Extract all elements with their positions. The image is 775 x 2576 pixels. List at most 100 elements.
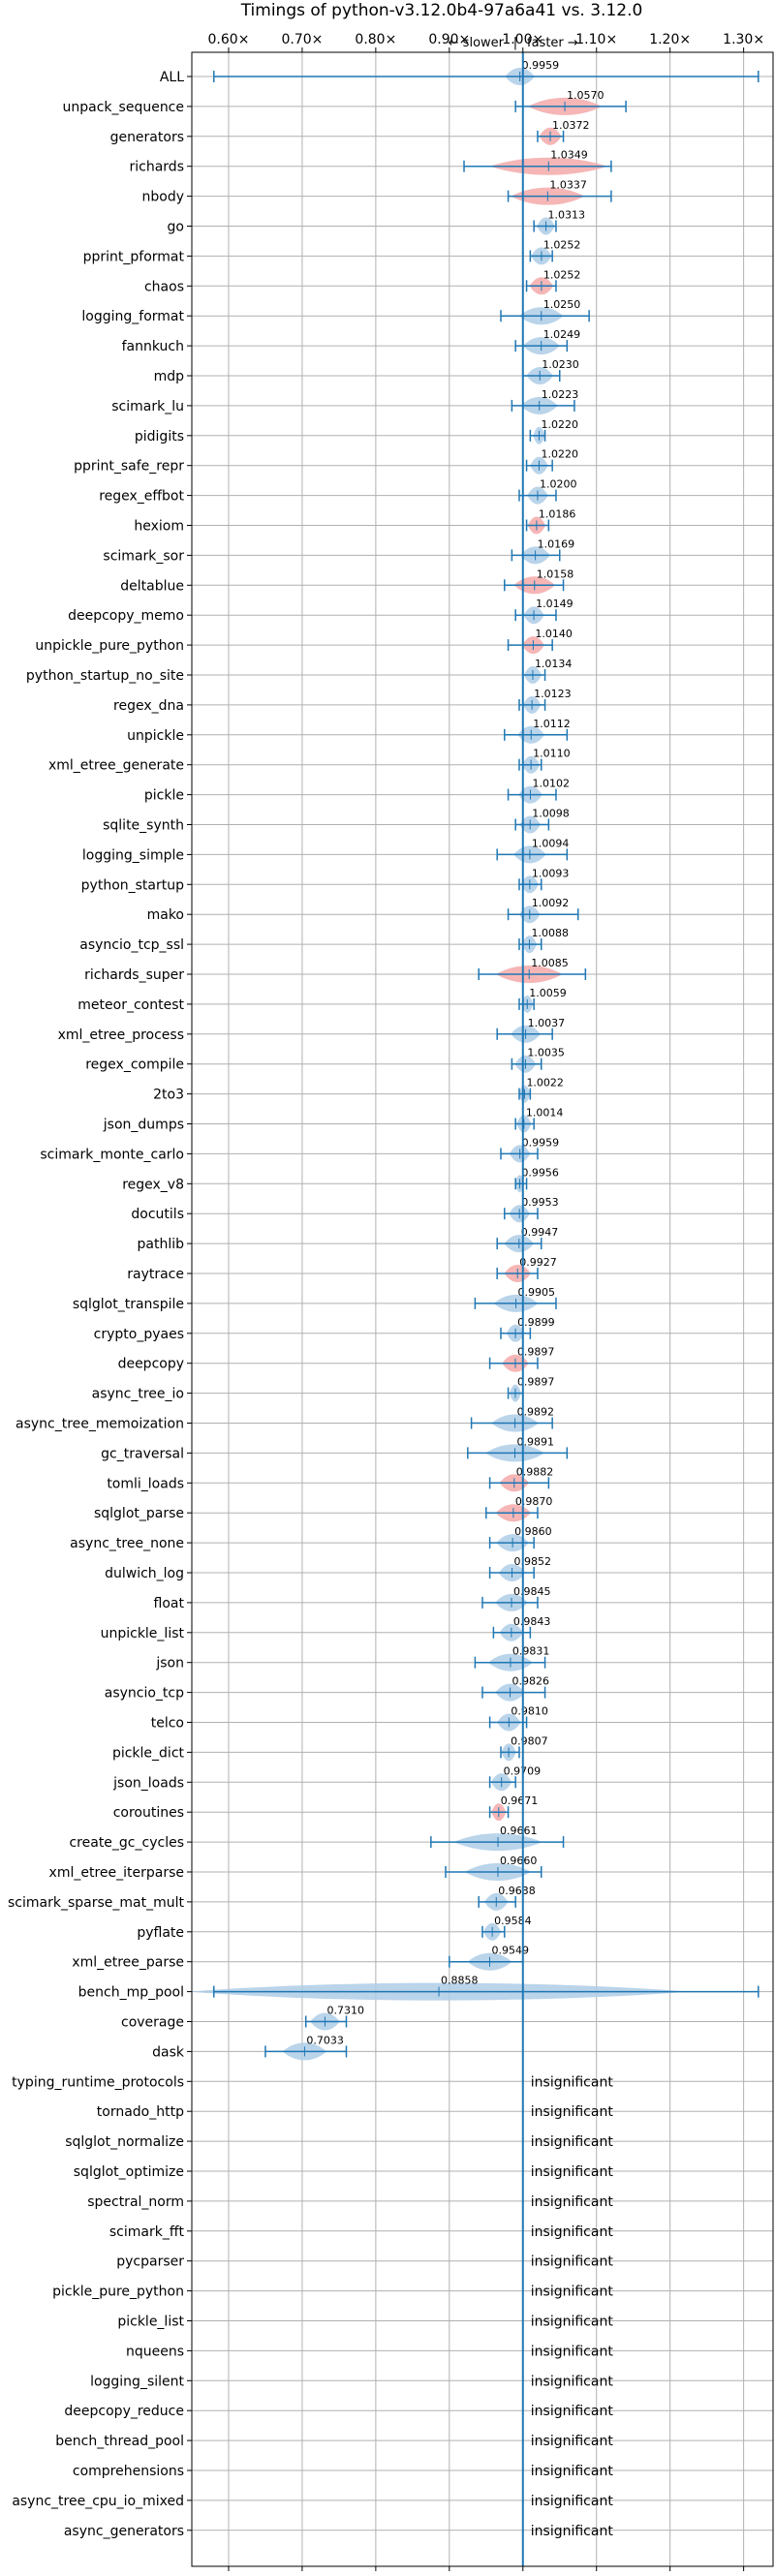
value-label-logging_simple: 1.0094 (532, 837, 570, 849)
value-label-xml_etree_generate: 1.0110 (533, 748, 571, 760)
benchmark-label: deepcopy_reduce (64, 2404, 184, 2419)
value-label-richards: 1.0349 (550, 149, 588, 162)
benchmark-label: xml_etree_iterparse (49, 1865, 184, 1881)
benchmark-label: logging_silent (90, 2374, 184, 2389)
benchmark-label: richards_super (84, 967, 184, 983)
value-label-async_tree_io: 0.9897 (517, 1376, 555, 1389)
value-label-richards_super: 1.0085 (531, 957, 569, 969)
value-label-regex_compile: 1.0035 (527, 1047, 565, 1059)
benchmark-label: coverage (121, 2015, 184, 2031)
benchmark-label: scimark_lu (111, 399, 184, 414)
direction-labels: ← slower | faster → (449, 36, 578, 50)
benchmark-label: pathlib (138, 1237, 185, 1252)
value-label-ALL: 0.9959 (522, 59, 560, 72)
benchmark-label: 2to3 (153, 1088, 184, 1103)
insignificant-label: insignificant (531, 2374, 614, 2389)
value-label-go: 1.0313 (548, 209, 586, 222)
benchmark-label: nbody (142, 190, 185, 205)
value-label-coverage: 0.7310 (326, 2005, 364, 2017)
value-label-deepcopy: 0.9897 (517, 1346, 555, 1359)
value-label-bench_mp_pool: 0.8858 (441, 1975, 479, 1987)
insignificant-label: insignificant (531, 2315, 614, 2330)
value-label-telco: 0.9810 (511, 1705, 548, 1718)
benchmark-label: sqlglot_normalize (65, 2134, 184, 2150)
x-tick-label-top: 0.60× (208, 32, 250, 47)
direction-separator: | (513, 36, 517, 50)
insignificant-label: insignificant (531, 2344, 614, 2359)
benchmark-label: python_startup (81, 877, 184, 893)
x-tick-label-top: 0.80× (355, 32, 396, 47)
benchmark-label: comprehensions (73, 2464, 184, 2479)
benchmark-label: json (155, 1656, 184, 1671)
insignificant-label: insignificant (531, 2254, 614, 2270)
benchmark-label: sqlite_synth (103, 818, 184, 834)
value-label-pprint_safe_repr: 1.0220 (541, 448, 578, 461)
value-label-float: 0.9845 (513, 1585, 551, 1598)
benchmark-label: sqlglot_optimize (74, 2164, 184, 2180)
x-tick-label-top: 1.00× (502, 32, 543, 47)
value-label-sqlite_synth: 1.0098 (532, 808, 570, 820)
insignificant-label: insignificant (531, 2074, 614, 2090)
value-label-asyncio_tcp_ssl: 1.0088 (531, 927, 569, 939)
value-label-python_startup: 1.0093 (532, 867, 570, 879)
value-label-xml_etree_parse: 0.9549 (492, 1945, 530, 1957)
value-label-dask: 0.7033 (306, 2034, 344, 2046)
benchmark-label: mdp (154, 369, 185, 384)
category-labels: ALL unpack_sequence generators richards nbod… (8, 70, 185, 2539)
value-label-2to3: 1.0022 (526, 1077, 564, 1089)
value-label-sqlglot_parse: 0.9870 (515, 1495, 553, 1508)
value-label-deltablue: 1.0158 (537, 567, 574, 580)
value-label-xml_etree_process: 1.0037 (528, 1017, 566, 1029)
insignificant-label: insignificant (531, 2194, 614, 2210)
violin-marks: 0.9959 1.0570 1.0372 1.0349 1.0337 1.0313 1.02… (188, 52, 760, 2566)
chart-title: Timings of python-v3.12.0b4-97a6a41 vs. … (240, 1, 643, 20)
benchmark-label: dulwich_log (105, 1566, 184, 1581)
insignificant-label: insignificant (531, 2285, 614, 2300)
benchmark-label: tornado_http (97, 2104, 184, 2120)
value-label-pidigits: 1.0220 (541, 418, 578, 431)
benchmark-label: json_loads (112, 1775, 184, 1791)
insignificant-label: insignificant (531, 2134, 614, 2150)
value-label-sqlglot_transpile: 0.9905 (518, 1286, 556, 1299)
benchmark-label: tomli_loads (107, 1476, 184, 1491)
x-tick-label-top: 0.90× (428, 32, 470, 47)
benchmark-label: sqlglot_transpile (73, 1297, 184, 1312)
value-label-pyflate: 0.9584 (494, 1915, 532, 1927)
value-label-asyncio_tcp: 0.9826 (512, 1675, 550, 1688)
benchmark-label: xml_etree_generate (48, 758, 184, 774)
plot-frame (191, 51, 774, 2567)
value-label-scimark_monte_carlo: 0.9959 (522, 1136, 560, 1149)
benchmark-label: regex_compile (85, 1058, 184, 1073)
x-tick-label-top: 0.70× (281, 32, 323, 47)
benchmark-label: scimark_sor (103, 548, 184, 564)
benchmark-label: pickle (144, 788, 184, 804)
value-label-nbody: 1.0337 (549, 179, 587, 192)
benchmark-label: pidigits (135, 429, 184, 445)
value-label-pprint_pformat: 1.0252 (543, 238, 581, 251)
insignificant-label: insignificant (531, 2104, 614, 2120)
benchmark-label: pickle_dict (112, 1745, 185, 1761)
benchmark-label: pickle_list (117, 2315, 184, 2330)
benchmark-label: pprint_safe_repr (74, 459, 184, 475)
x-axis: 0.60× 0.70× 0.80× 0.90× 1.00× 1.10× 1.20× 1.30×… (187, 32, 764, 2571)
benchmark-label: deepcopy_memo (68, 608, 184, 624)
value-label-unpickle: 1.0112 (533, 718, 571, 730)
benchmark-label: xml_etree_process (58, 1027, 184, 1043)
value-label-hexiom: 1.0186 (539, 508, 576, 521)
value-label-mako: 1.0092 (532, 897, 570, 909)
insignificant-label: insignificant (531, 2164, 614, 2180)
value-label-meteor_contest: 1.0059 (529, 987, 567, 999)
value-label-unpickle_list: 0.9843 (513, 1615, 551, 1628)
value-label-coroutines: 0.9671 (501, 1794, 539, 1807)
value-label-regex_effbot: 1.0200 (540, 478, 577, 491)
value-label-gc_traversal: 0.9891 (516, 1435, 554, 1448)
value-label-mdp: 1.0230 (542, 358, 579, 371)
benchmark-label: deltablue (120, 578, 184, 594)
x-tick-label-top: 1.30× (723, 32, 764, 47)
value-label-raytrace: 0.9927 (519, 1256, 557, 1269)
value-label-create_gc_cycles: 0.9661 (500, 1825, 538, 1837)
benchmark-label: unpickle (127, 728, 184, 744)
benchmark-label: typing_runtime_protocols (12, 2074, 184, 2090)
benchmark-label: sqlglot_parse (94, 1506, 184, 1521)
